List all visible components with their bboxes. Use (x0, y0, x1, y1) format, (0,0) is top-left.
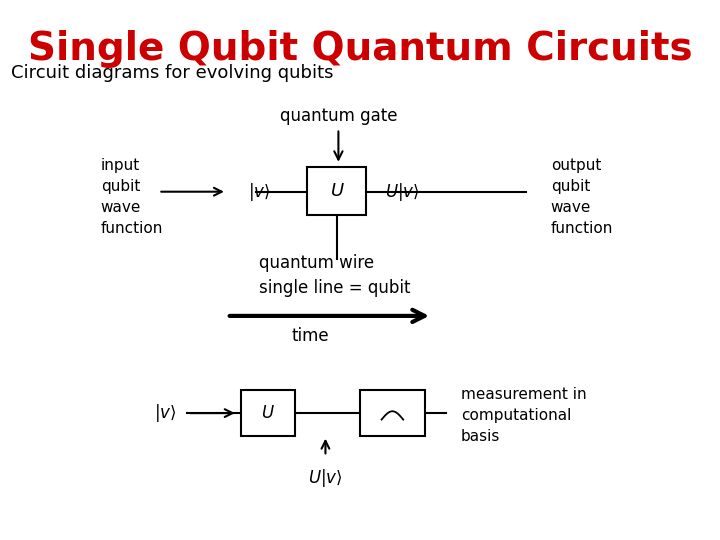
Text: $|v\rangle$: $|v\rangle$ (248, 181, 271, 202)
Text: $U|v\rangle$: $U|v\rangle$ (308, 467, 343, 489)
Text: output
qubit
wave
function: output qubit wave function (551, 158, 613, 236)
Text: $|v\rangle$: $|v\rangle$ (154, 402, 176, 424)
Bar (307, 167, 366, 215)
Bar (360, 390, 425, 436)
Text: input
qubit
wave
function: input qubit wave function (101, 158, 163, 236)
Text: measurement in
computational
basis: measurement in computational basis (461, 387, 586, 444)
Text: Circuit diagrams for evolving qubits: Circuit diagrams for evolving qubits (11, 64, 333, 82)
Bar (241, 390, 295, 436)
Text: Single Qubit Quantum Circuits: Single Qubit Quantum Circuits (27, 30, 693, 68)
Text: $U$: $U$ (330, 182, 344, 200)
Text: quantum wire
single line = qubit: quantum wire single line = qubit (259, 254, 410, 297)
Text: $U|v\rangle$: $U|v\rangle$ (385, 181, 420, 202)
Text: time: time (292, 327, 329, 345)
Text: $U$: $U$ (261, 404, 275, 422)
Text: quantum gate: quantum gate (279, 107, 397, 125)
